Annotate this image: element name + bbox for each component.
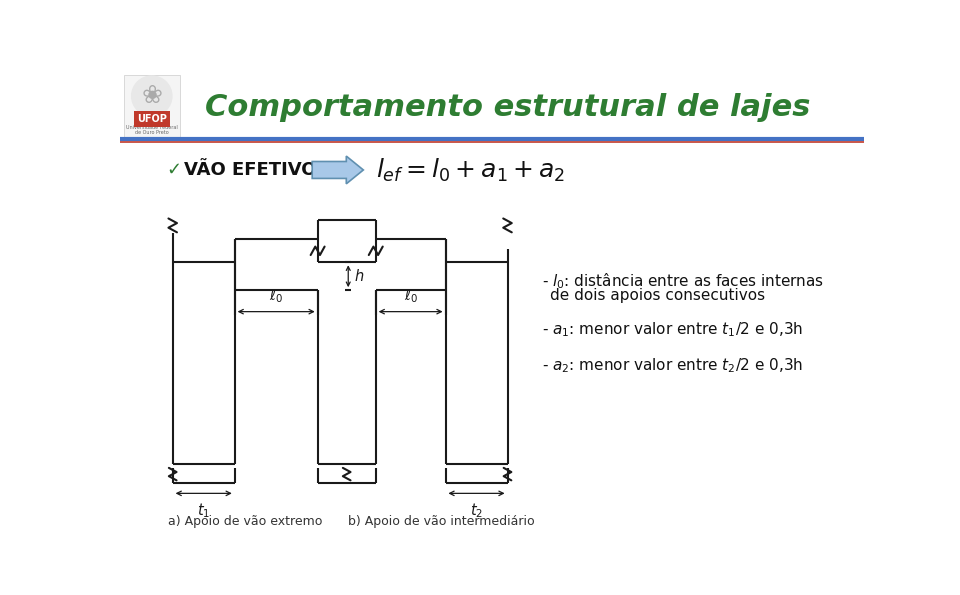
Text: a) Apoio de vão extremo: a) Apoio de vão extremo [168,515,323,528]
Text: $l_{ef} = l_0 + a_1 + a_2$: $l_{ef} = l_0 + a_1 + a_2$ [375,156,565,184]
Text: Comportamento estrutural de lajes: Comportamento estrutural de lajes [204,93,810,122]
Text: $t_1$: $t_1$ [197,501,210,520]
Text: - $l_0$: distância entre as faces internas: - $l_0$: distância entre as faces intern… [542,271,825,291]
Polygon shape [312,156,363,184]
Circle shape [132,76,172,116]
Text: Universidade Federal: Universidade Federal [126,125,178,130]
Text: ✓: ✓ [166,161,181,179]
Bar [124,75,180,139]
Text: - $a_1$: menor valor entre $t_1$/2 e 0,3h: - $a_1$: menor valor entre $t_1$/2 e 0,3… [542,320,804,339]
Text: VÃO EFETIVO: VÃO EFETIVO [183,161,316,179]
Text: ❀: ❀ [141,84,162,108]
Text: - $a_2$: menor valor entre $t_2$/2 e 0,3h: - $a_2$: menor valor entre $t_2$/2 e 0,3… [542,356,804,375]
Text: $\ell_0$: $\ell_0$ [269,288,283,305]
Text: $h$: $h$ [353,268,364,284]
Text: b) Apoio de vão intermediário: b) Apoio de vão intermediário [348,515,535,528]
Text: $t_2$: $t_2$ [470,501,483,520]
Text: $\ell_0$: $\ell_0$ [403,288,418,305]
Text: de Ouro Preto: de Ouro Preto [135,130,169,134]
Text: de dois apoios consecutivos: de dois apoios consecutivos [550,288,765,303]
Text: UFOP: UFOP [137,114,167,124]
